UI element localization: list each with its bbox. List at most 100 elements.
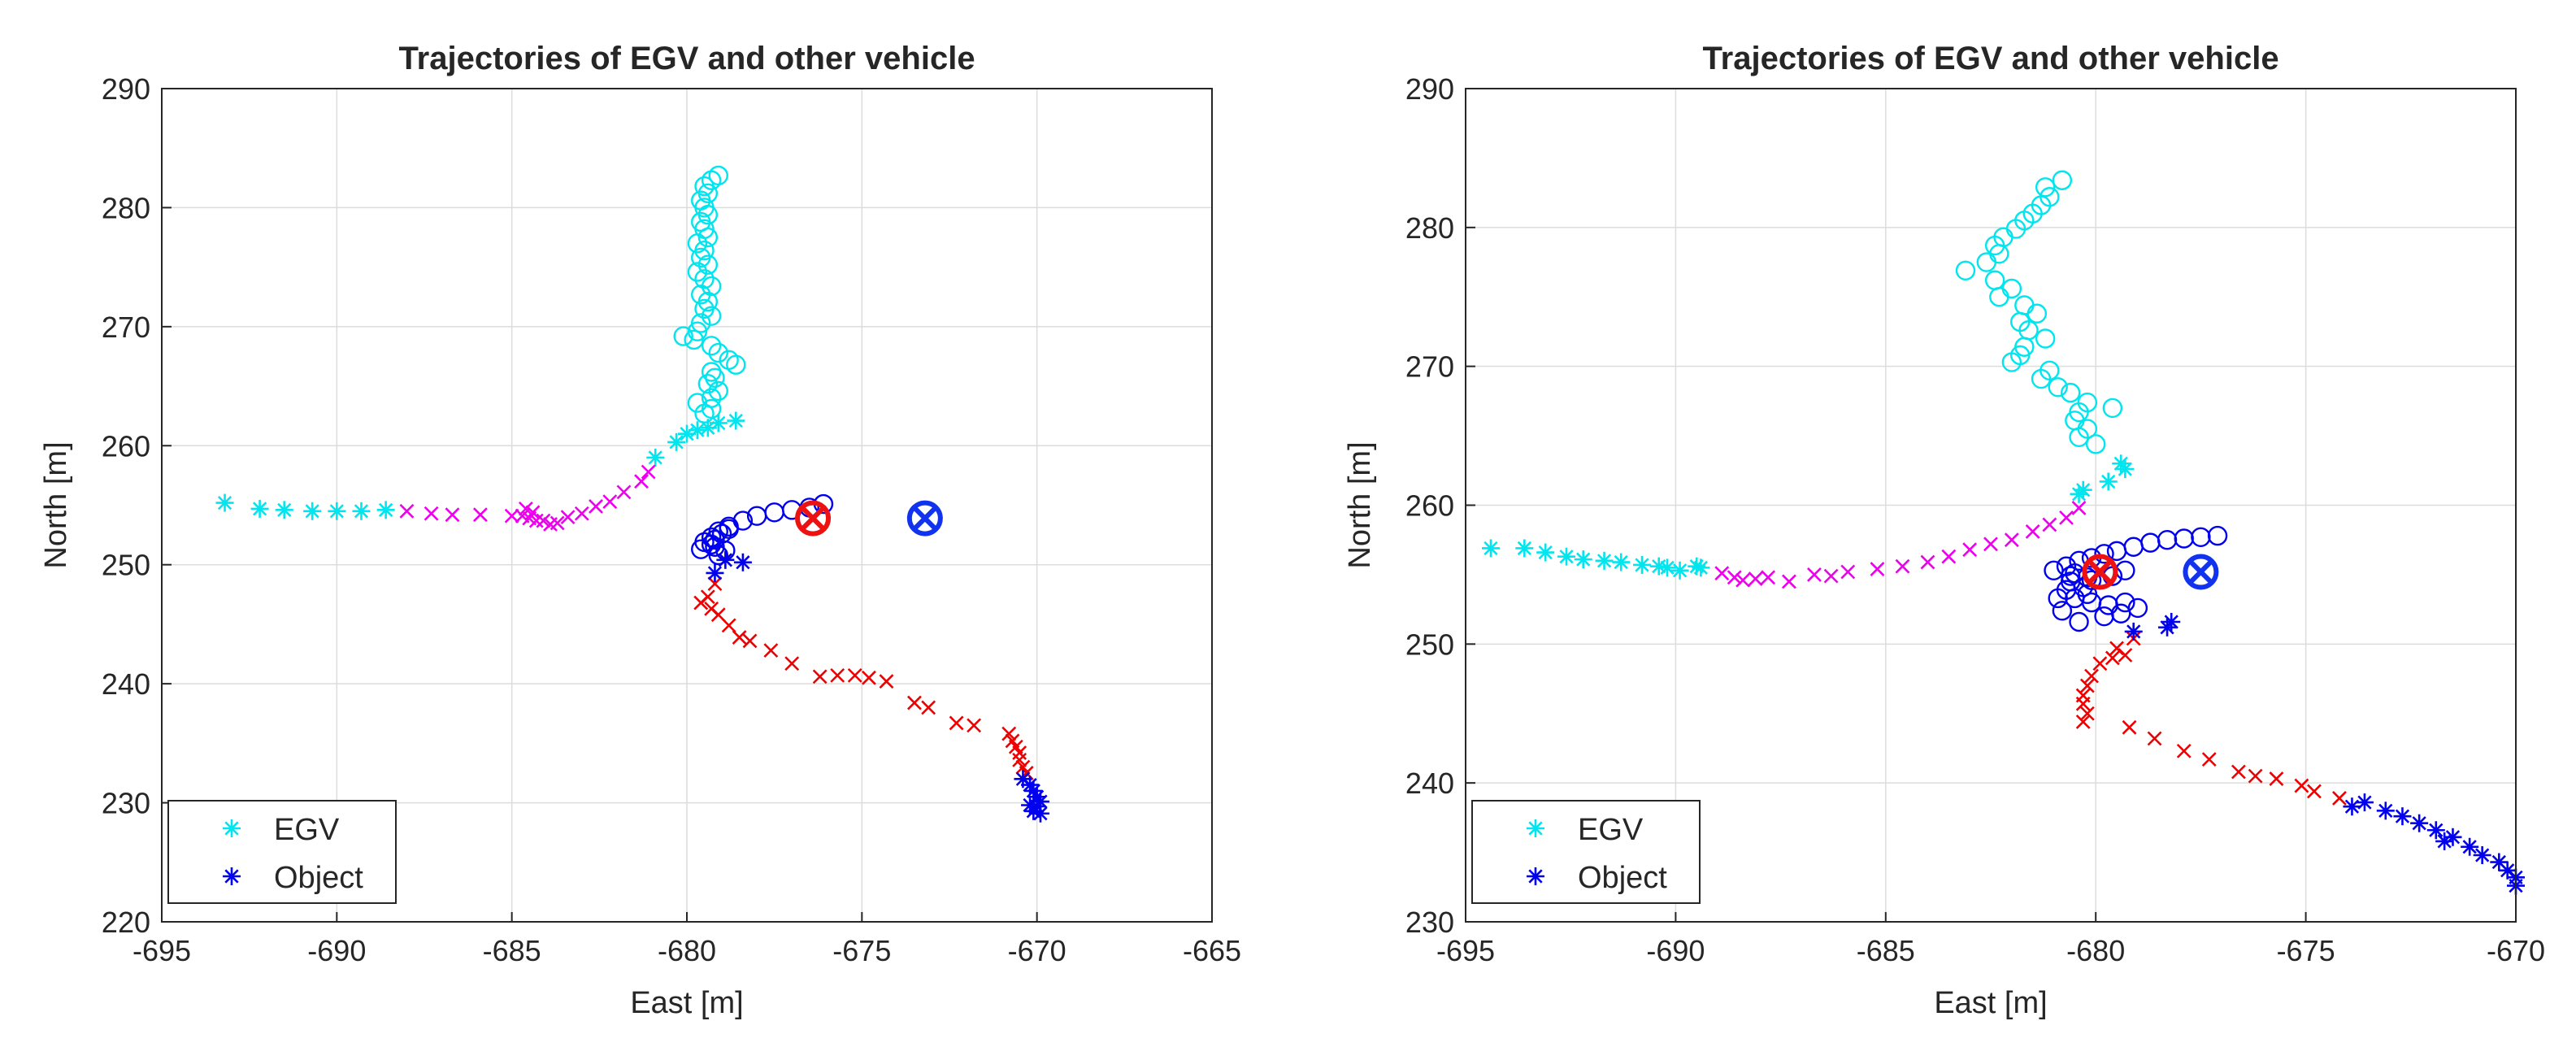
left-point-object-predicted: [784, 656, 800, 671]
left-point-egv-predicted: [472, 507, 488, 523]
right-point-object-measured: [2115, 592, 2135, 613]
right-point-egv-past: [2074, 480, 2092, 499]
left-point-object-predicted: [879, 674, 894, 689]
left-legend[interactable]: EGV Object: [167, 800, 397, 904]
right-point-egv-past: [2116, 460, 2135, 479]
left-point-egv-predicted: [504, 508, 519, 524]
left-point-object: [716, 550, 735, 569]
left-point-object-predicted: [732, 630, 747, 645]
right-point-object-measured: [2081, 570, 2102, 590]
left-point-egv-measured: [697, 254, 719, 275]
right-point-egv-predicted: [1761, 570, 1776, 585]
left-legend-box: [167, 800, 397, 904]
left-point-object-measured: [708, 545, 728, 566]
left-point-object-predicted: [721, 618, 736, 633]
left-point-egv-measured: [708, 380, 728, 402]
left-point-egv-position: [795, 500, 832, 537]
right-point-egv-position: [2082, 554, 2118, 590]
left-point-egv-measured: [694, 403, 715, 424]
left-point-egv-past: [250, 499, 269, 518]
right-point-egv-predicted: [1920, 554, 1935, 570]
left-point-object-position: [906, 500, 943, 537]
right-point-egv-measured: [2102, 398, 2123, 419]
left-point-object: [1021, 796, 1040, 815]
right-point-object: [2410, 814, 2429, 832]
left-legend-label-egv: EGV: [274, 813, 340, 847]
left-point-object-measured: [746, 506, 767, 526]
right-point-object: [2343, 797, 2361, 816]
left-point-egv-past: [688, 421, 706, 440]
left-point-egv-measured: [684, 329, 704, 350]
left-point-egv-measured: [701, 336, 722, 356]
right-point-object-predicted: [2231, 764, 2246, 780]
left-tick-labels: -695 -690 -685 -680 -675 -670 -665 220 230 240 250…: [102, 72, 1241, 967]
left-point-egv-past: [376, 501, 395, 519]
right-point-egv-past: [1557, 547, 1576, 566]
left-point-egv-predicted: [634, 474, 649, 489]
right-point-egv-measured: [2060, 382, 2081, 403]
right-point-object: [2426, 821, 2445, 840]
left-point-object-predicted: [812, 669, 828, 684]
right-x-tick-label: -685: [1857, 934, 1915, 967]
right-point-egv-predicted: [1941, 549, 1957, 564]
right-y-tick-label: 270: [1405, 350, 1454, 384]
right-x-tick-label: -680: [2066, 934, 2125, 967]
left-point-egv-past: [328, 502, 346, 520]
right-legend-marker-1: [1527, 867, 1544, 885]
right-y-tick-label: 280: [1405, 211, 1454, 245]
right-point-egv-measured: [2085, 434, 2106, 454]
right-point-egv-past: [1595, 551, 1614, 570]
left-point-object: [1031, 804, 1049, 823]
right-y-axis-label: North [m]: [1343, 441, 1377, 568]
right-point-egv-predicted: [1782, 574, 1796, 589]
right-x-tick-label: -695: [1436, 934, 1495, 967]
right-point-egv-predicted: [2025, 524, 2040, 539]
right-point-egv-predicted: [1870, 562, 1885, 577]
left-point-object-predicted: [830, 667, 845, 683]
left-x-tick-label: -675: [832, 934, 891, 967]
left-point-object: [733, 553, 752, 571]
left-point-object-predicted: [967, 718, 982, 733]
right-point-egv-predicted: [1748, 571, 1763, 586]
left-point-egv-past: [352, 502, 371, 520]
right-point-object-predicted: [2079, 678, 2095, 693]
right-x-tick-label: -670: [2487, 934, 2545, 967]
right-point-egv-past: [1574, 550, 1592, 569]
right-point-object-measured: [2052, 601, 2073, 621]
left-y-tick-label: 280: [102, 191, 150, 224]
left-point-egv-predicted: [641, 464, 656, 480]
left-point-egv-predicted: [616, 484, 632, 500]
right-legend-label-object: Object: [1578, 861, 1667, 895]
left-chart: -695 -690 -685 -680 -675 -670 -665 220 230 240 250…: [39, 41, 1241, 1020]
right-point-egv-predicted: [1840, 564, 1856, 580]
left-marks: [215, 165, 1049, 823]
right-point-object-predicted: [2269, 771, 2284, 786]
right-point-egv-predicted: [1727, 570, 1742, 585]
left-legend-object-asterisk-icon: [223, 867, 241, 885]
right-point-egv-past: [1482, 539, 1501, 558]
right-point-egv-measured: [2001, 352, 2022, 372]
right-point-object-predicted: [2105, 650, 2120, 666]
left-point-egv-past: [667, 432, 686, 451]
left-point-egv-predicted: [536, 513, 551, 528]
right-point-egv-predicted: [1983, 537, 1998, 552]
left-x-axis-label: East [m]: [630, 986, 743, 1020]
right-chart-title: Trajectories of EGV and other vehicle: [1702, 41, 2278, 76]
left-point-egv-predicted: [589, 499, 603, 514]
right-point-egv-predicted: [1714, 566, 1730, 581]
left-x-tick-label: -695: [132, 934, 191, 967]
right-point-egv-measured: [1955, 260, 1976, 280]
left-point-object-measured: [705, 529, 725, 550]
right-legend[interactable]: EGV Object: [1471, 800, 1701, 904]
left-legend-marker-1: [223, 867, 241, 885]
right-point-egv-predicted: [2059, 510, 2074, 525]
left-x-tick-label: -685: [483, 934, 541, 967]
left-point-object-measured: [691, 539, 711, 559]
left-point-egv-measured: [673, 326, 693, 346]
right-point-egv-past: [1633, 555, 1652, 574]
left-y-tick-label: 270: [102, 311, 150, 344]
left-point-object-predicted: [707, 576, 723, 592]
right-point-egv-past: [2099, 472, 2118, 491]
left-point-egv-predicted: [528, 513, 544, 528]
